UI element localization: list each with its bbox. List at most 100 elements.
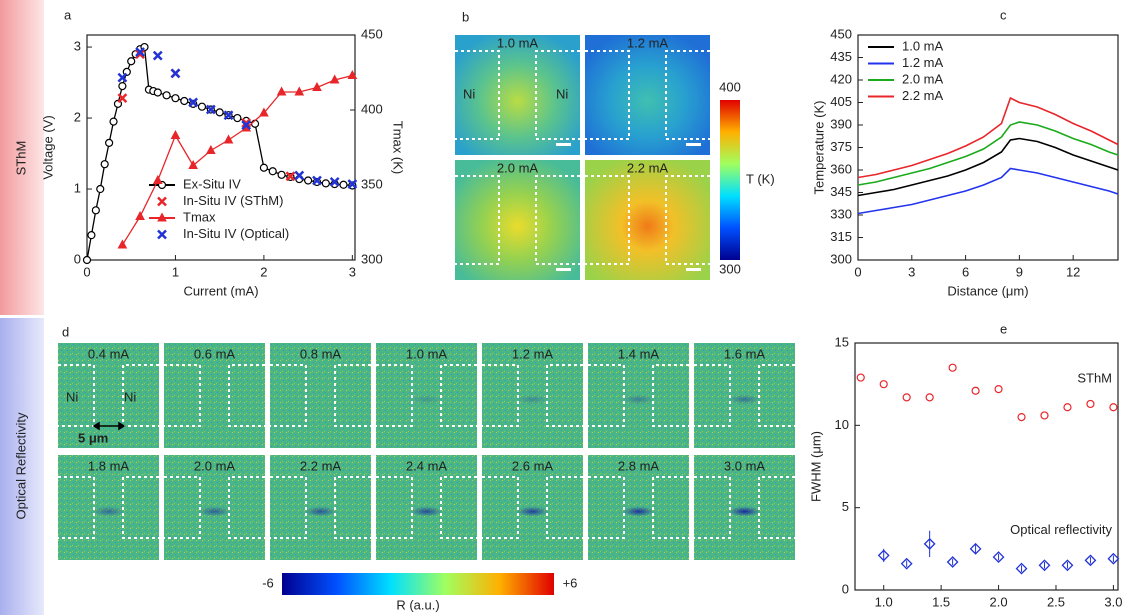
electrode-outline: [334, 476, 371, 539]
y-tick-label: 315: [830, 229, 852, 244]
map-label: 2.0 mA: [194, 458, 236, 473]
series-line: [857, 167, 1119, 215]
electrode-outline: [58, 364, 95, 427]
marker: [969, 542, 982, 555]
electrode-outline: [270, 364, 307, 427]
panel-label: d: [62, 324, 69, 339]
y-tick-label: 10: [835, 417, 849, 432]
marker: [948, 363, 957, 372]
marker: [994, 385, 1003, 394]
marker: [312, 81, 322, 91]
marker: [171, 94, 180, 103]
legend-label: In-Situ IV (SThM): [183, 193, 283, 208]
y-tick-label: 330: [830, 206, 852, 221]
colorbar-label: 300: [719, 261, 741, 276]
marker: [170, 68, 181, 79]
y-tick-label: 15: [835, 334, 849, 349]
marker: [152, 174, 163, 184]
colorbar-label: -6: [262, 575, 274, 590]
y-tick-label: 435: [830, 49, 852, 64]
electrode-outline: [652, 476, 689, 539]
map-label: 2.2 mA: [300, 458, 342, 473]
y-tick-label: 390: [830, 116, 852, 131]
y-tick-label: 0: [842, 581, 849, 596]
electrode-outline: [546, 476, 583, 539]
plot-frame: [854, 342, 1119, 591]
electrode-outline: [376, 476, 413, 539]
electrode-outline: [122, 476, 159, 539]
marker: [1063, 403, 1072, 412]
hot-spot: [92, 506, 125, 517]
marker: [339, 180, 348, 189]
electrode-outline: [652, 364, 689, 427]
y-tick-label: 450: [830, 26, 852, 41]
legend-label: 2.2 mA: [902, 88, 944, 103]
plot-frame: [86, 34, 356, 261]
marker: [946, 556, 959, 568]
y2-tick-label: 350: [361, 176, 383, 191]
map-label: 1.0 mA: [406, 346, 448, 361]
y-tick-label: 5: [842, 499, 849, 514]
scale-label: 5 μm: [78, 430, 108, 445]
scale-bar: [686, 268, 701, 271]
marker: [223, 134, 234, 144]
marker: [197, 102, 207, 111]
marker: [1038, 559, 1051, 572]
marker: [127, 57, 136, 66]
panel-label: b: [462, 9, 469, 24]
plot-frame: [857, 34, 1119, 261]
x-tick-label: 0: [854, 264, 861, 279]
electrode-outline: [588, 476, 625, 539]
marker: [152, 50, 163, 61]
marker: [1084, 554, 1097, 567]
series-line: [857, 96, 1119, 179]
scale-arrow: [92, 421, 126, 431]
map-label: 2.0 mA: [497, 160, 539, 175]
electrode-outline: [440, 476, 477, 539]
marker: [1109, 403, 1118, 412]
electrode-outline: [482, 364, 519, 427]
marker: [856, 373, 865, 382]
marker: [900, 557, 913, 570]
side-label: SThM: [13, 141, 28, 176]
x-tick-label: 2.0: [990, 594, 1008, 609]
electrode-outline: [758, 476, 795, 539]
marker: [109, 117, 118, 126]
x-tick-label: 3.0: [1104, 594, 1122, 609]
x-tick-label: 6: [962, 264, 969, 279]
marker: [105, 138, 114, 147]
electrode-outline: [376, 364, 413, 427]
hot-spot: [410, 506, 443, 517]
marker: [923, 537, 936, 550]
electrode-outline: [270, 476, 307, 539]
reflectivity-map: [164, 343, 265, 448]
panel-label: c: [1000, 7, 1007, 22]
y2-axis-label: Tmax (K): [391, 121, 406, 174]
colorbar-title: T (K): [746, 171, 775, 186]
marker: [117, 239, 128, 249]
marker: [276, 86, 287, 96]
electrode-outline: [164, 476, 201, 539]
colorbar: [282, 573, 554, 595]
map-label: 1.6 mA: [724, 346, 766, 361]
x-axis-label: Current (mA): [183, 283, 258, 298]
marker: [304, 176, 313, 185]
marker: [118, 82, 127, 91]
map-label: 2.8 mA: [618, 458, 660, 473]
marker: [312, 175, 322, 186]
hot-spot: [304, 506, 337, 517]
series-label: Optical reflectivity: [1010, 522, 1112, 537]
y-axis-label: Temperature (K): [811, 101, 826, 195]
marker: [1017, 413, 1026, 422]
marker: [347, 69, 358, 79]
map-label: 0.6 mA: [194, 346, 236, 361]
y2-tick-label: 400: [361, 101, 383, 116]
electrode-label: Ni: [66, 389, 78, 404]
marker: [321, 179, 330, 188]
electrode-outline: [122, 364, 159, 427]
marker: [1061, 559, 1074, 572]
marker: [329, 177, 340, 187]
y-tick-label: 2: [74, 109, 81, 124]
map-label: 1.4 mA: [618, 346, 660, 361]
marker: [135, 210, 145, 220]
